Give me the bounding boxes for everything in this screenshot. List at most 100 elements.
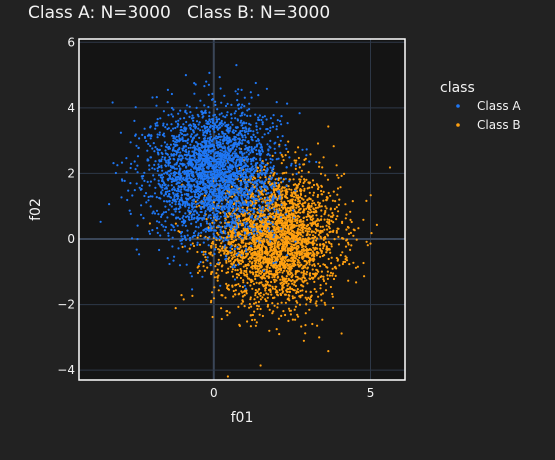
data-point (293, 280, 296, 283)
data-point (233, 250, 236, 253)
data-point (282, 159, 285, 162)
data-point (244, 263, 247, 267)
data-point (264, 246, 267, 249)
data-point (159, 176, 162, 179)
data-point (203, 194, 206, 197)
data-point (251, 271, 254, 274)
data-point (287, 235, 290, 238)
data-point (290, 188, 293, 191)
data-point (299, 180, 302, 183)
data-point (284, 232, 287, 235)
data-point (305, 270, 309, 274)
data-point (273, 296, 276, 299)
data-point (205, 80, 208, 83)
data-point (145, 201, 148, 204)
data-point (303, 163, 306, 166)
data-point (284, 227, 287, 230)
data-point (320, 237, 323, 240)
data-point (332, 145, 335, 148)
data-point (320, 293, 323, 296)
data-point (288, 202, 291, 205)
data-point (297, 245, 300, 248)
data-point (233, 139, 236, 142)
data-point (291, 207, 294, 210)
data-point (287, 140, 290, 143)
data-point (313, 202, 316, 205)
data-point (347, 232, 351, 235)
data-point (275, 214, 278, 217)
data-point (280, 190, 283, 193)
data-point (270, 245, 273, 248)
data-point (207, 93, 210, 96)
data-point (259, 291, 262, 295)
data-point (227, 221, 230, 224)
data-point (209, 262, 212, 265)
data-point (305, 253, 308, 256)
data-point (280, 181, 283, 184)
data-point (295, 247, 298, 251)
data-point (314, 235, 317, 239)
data-point (134, 168, 137, 171)
data-point (193, 216, 196, 219)
data-point (120, 161, 124, 164)
data-point (275, 177, 279, 180)
data-point (261, 136, 264, 139)
data-point (251, 236, 254, 239)
data-point (287, 224, 290, 227)
data-point (305, 290, 308, 293)
data-point (243, 187, 246, 190)
data-point (312, 194, 315, 197)
data-point (160, 223, 163, 226)
data-point (328, 218, 331, 222)
data-point (265, 248, 268, 251)
data-point (269, 272, 272, 275)
data-point (227, 196, 230, 199)
data-point (315, 290, 318, 293)
data-point (187, 124, 191, 127)
data-point (217, 133, 220, 136)
data-point (261, 277, 264, 280)
data-point (203, 269, 206, 272)
data-point (298, 220, 301, 223)
data-point (163, 141, 166, 144)
data-point (250, 146, 253, 149)
data-point (275, 279, 278, 282)
chart-title: Class A: N=3000 Class B: N=3000 (28, 3, 331, 23)
data-point (172, 146, 175, 149)
data-point (275, 328, 278, 331)
data-point (297, 270, 300, 273)
data-point (280, 224, 283, 227)
data-point (251, 225, 254, 229)
data-point (181, 245, 184, 249)
data-point (282, 278, 285, 281)
data-point (286, 248, 289, 251)
data-point (272, 165, 275, 168)
data-point (208, 214, 211, 217)
data-point (241, 230, 244, 233)
data-point (264, 252, 267, 255)
data-point (298, 231, 302, 234)
data-point (282, 207, 285, 210)
data-point (325, 251, 328, 254)
data-point (258, 281, 261, 284)
data-point (218, 217, 221, 220)
data-point (289, 287, 292, 290)
data-point (327, 240, 330, 243)
data-point (287, 307, 291, 310)
data-point (289, 249, 292, 252)
data-point (226, 271, 230, 274)
data-point (301, 235, 304, 238)
data-point (231, 247, 234, 251)
data-point (276, 198, 279, 201)
data-point (250, 278, 253, 281)
data-point (263, 220, 266, 223)
data-point (286, 298, 289, 301)
data-point (197, 123, 200, 126)
data-point (266, 296, 269, 299)
data-point (294, 318, 297, 321)
data-point (284, 257, 287, 260)
data-point (326, 274, 329, 277)
data-point (210, 272, 213, 276)
data-point (193, 195, 196, 198)
